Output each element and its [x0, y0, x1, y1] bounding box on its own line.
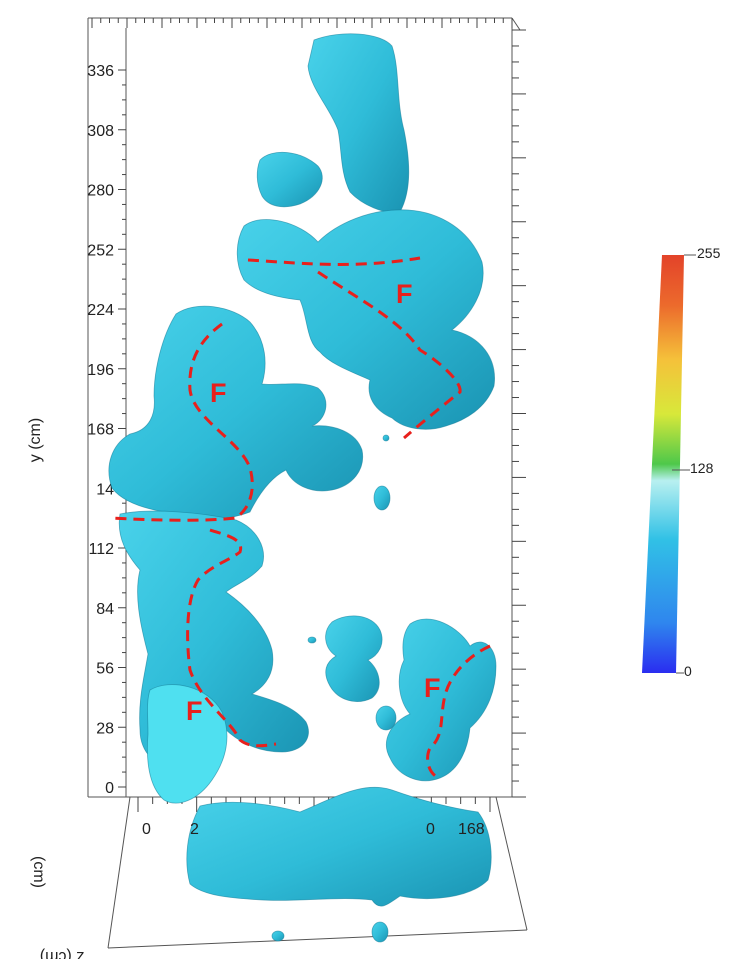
fracture-trace-left-upper: [109, 322, 254, 522]
floor-label-bottom: z (cm): [40, 948, 84, 959]
box-frame: [87, 17, 528, 949]
y-tick-label: 112: [88, 541, 114, 558]
iso-blob-upper-right: [236, 209, 495, 430]
colorbar: 255 128 0: [642, 245, 721, 679]
colorbar-mid-label: 128: [690, 460, 714, 476]
fracture-trace-upper-right: [247, 256, 462, 440]
iso-blob-droplet-2: [375, 705, 397, 731]
floor-label-left: (cm): [30, 856, 47, 888]
y-tick-label: 308: [87, 123, 114, 140]
y-axis-title: y (cm): [27, 418, 44, 462]
y-tick-label: 224: [87, 302, 114, 319]
y-tick-label: 196: [87, 362, 114, 379]
iso-blob-center-pair: [325, 615, 383, 702]
y-tick-label: 28: [96, 720, 114, 737]
y-tick-label: 168: [87, 422, 114, 439]
iso-blob-left-upper: [108, 305, 364, 520]
y-tick-label: 336: [87, 63, 114, 80]
iso-blob-droplet-3: [371, 921, 389, 943]
y-tick-label: 14: [96, 481, 114, 498]
iso-blob-droplet-6: [307, 636, 317, 644]
y-tick-label: 252: [87, 242, 114, 259]
iso-blob-droplet-5: [382, 434, 390, 442]
colorbar-fill: [642, 255, 684, 673]
iso-blob-top-column: [307, 33, 410, 213]
y-tick-label: 280: [87, 183, 114, 200]
right-axis-ticks: [512, 29, 526, 798]
iso-blob-left-foot: [146, 684, 228, 804]
y-tick-label: 56: [96, 661, 114, 678]
fracture-label-left-lower: F: [186, 696, 203, 726]
isosurface: [108, 33, 497, 943]
iso-blob-droplet-1: [373, 485, 391, 511]
fracture-trace-right-lower: [426, 644, 491, 780]
y-axis: 0 28 56 84 112 14 168 196 224 252 280 308 336: [87, 63, 126, 797]
colorbar-min-label: 0: [684, 663, 692, 679]
iso-blob-right-lower: [385, 618, 497, 782]
colorbar-max-label: 255: [697, 245, 721, 261]
y-tick-label: 0: [105, 780, 114, 797]
iso-blob-droplet-4: [271, 930, 285, 942]
x-tick-label-mid: 0: [426, 821, 435, 838]
top-axis-ticks: [91, 18, 513, 28]
fracture-trace-left-lower: [186, 528, 277, 748]
y-tick-label: 84: [96, 601, 114, 618]
iso-blob-small-cap: [256, 151, 323, 208]
fracture-label-right-lower: F: [424, 673, 441, 703]
x-tick-label-168: 168: [458, 821, 485, 838]
x-tick-label-2: 2: [190, 821, 199, 838]
fracture-label-upper-right: F: [396, 279, 413, 309]
x-tick-label-0: 0: [142, 821, 151, 838]
fracture-label-left-upper: F: [210, 378, 227, 408]
fracture-traces: [109, 256, 491, 780]
iso-blob-floor: [186, 786, 492, 907]
